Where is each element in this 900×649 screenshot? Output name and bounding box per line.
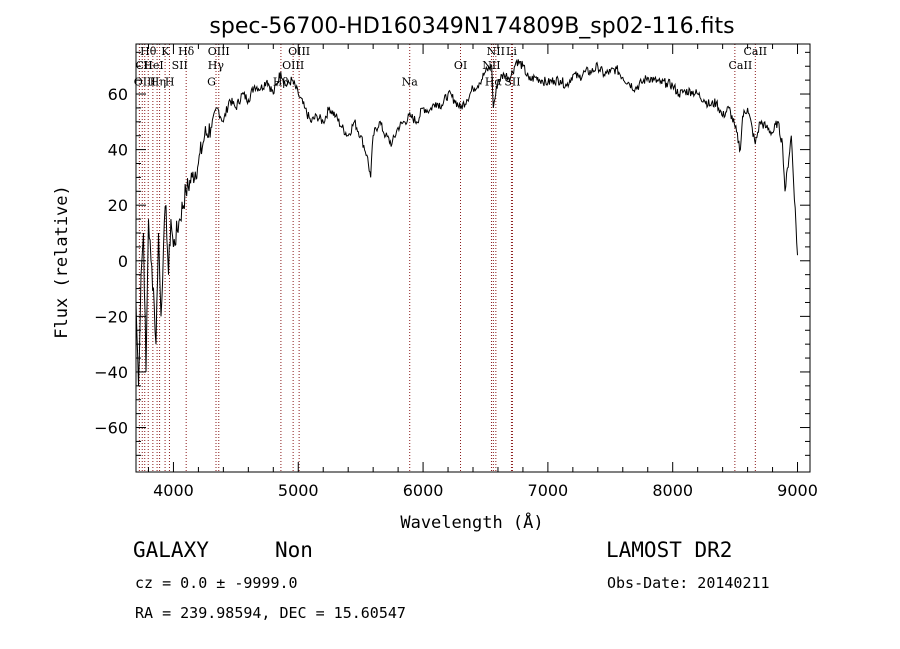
line-label-3: HeI xyxy=(143,59,163,72)
x-tick-label-1: 5000 xyxy=(278,481,319,500)
x-tick-label-4: 8000 xyxy=(652,481,693,500)
spectrum-series xyxy=(135,59,798,386)
line-label-9: OIII xyxy=(208,45,230,58)
line-label-20: Li xyxy=(506,45,517,58)
object-subclass: Non xyxy=(275,538,313,562)
y-tick-label-1: −40 xyxy=(94,363,128,382)
line-label-13: OIII xyxy=(288,45,310,58)
line-label-2: OIII xyxy=(134,76,156,89)
line-label-12: Hβ xyxy=(273,76,289,89)
x-axis-label: Wavelength (Å) xyxy=(400,511,543,533)
y-tick-label-6: 60 xyxy=(108,85,128,104)
line-label-16: OI xyxy=(454,59,467,72)
line-label-23: CaII xyxy=(729,59,753,72)
x-tick-label-2: 6000 xyxy=(403,481,444,500)
x-tick-label-5: 9000 xyxy=(777,481,818,500)
y-tick-label-5: 40 xyxy=(108,141,128,160)
line-label-8: Hδ xyxy=(178,45,195,58)
y-tick-label-0: −60 xyxy=(94,419,128,438)
line-label-22: CaII xyxy=(743,45,767,58)
x-tick-label-3: 7000 xyxy=(528,481,569,500)
redshift-text: cz = 0.0 ± -9999.0 xyxy=(135,574,298,592)
y-tick-label-4: 20 xyxy=(108,196,128,215)
spectrum-line xyxy=(135,59,798,386)
y-tick-label-2: −20 xyxy=(94,307,128,326)
x-tick-label-0: 4000 xyxy=(153,481,194,500)
survey-name: LAMOST DR2 xyxy=(606,538,733,562)
line-label-10: Hγ xyxy=(208,59,225,72)
line-label-15: Na xyxy=(402,76,419,89)
obs-date-text: Obs-Date: 20140211 xyxy=(607,574,770,592)
line-label-21: SII xyxy=(504,76,520,89)
line-label-4: Hη xyxy=(150,76,166,89)
object-class: GALAXY xyxy=(133,538,209,562)
line-label-5: K xyxy=(161,45,170,58)
line-markers xyxy=(138,44,756,472)
line-label-0: Hθ xyxy=(140,45,157,58)
line-label-14: OIII xyxy=(282,59,304,72)
line-label-11: G xyxy=(207,76,216,89)
line-label-7: SII xyxy=(172,59,188,72)
line-label-17: NII xyxy=(487,45,505,58)
coordinates-text: RA = 239.98594, DEC = 15.60547 xyxy=(135,604,406,622)
line-label-6: H xyxy=(165,76,175,89)
axis-ticks: 4000 5000 6000 7000 8000 9000 −60 −40 −20 0 20 40 60 xyxy=(94,44,818,500)
line-label-1: CII xyxy=(136,59,153,72)
chart-title: spec-56700-HD160349N174809B_sp02-116.fit… xyxy=(209,14,734,39)
line-label-19: Hα xyxy=(485,76,503,89)
y-axis-label: Flux (relative) xyxy=(52,185,72,339)
y-tick-label-3: 0 xyxy=(118,252,128,271)
